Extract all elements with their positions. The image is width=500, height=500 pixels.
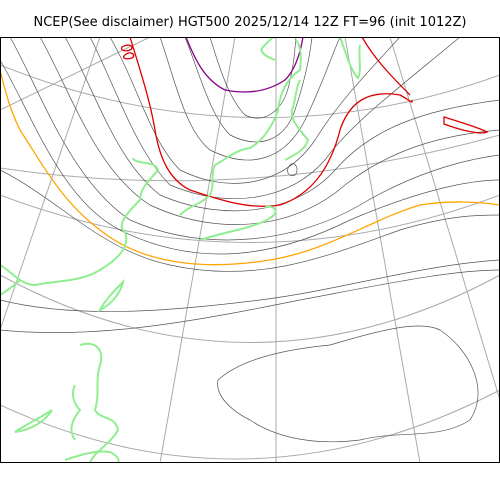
height-contours [0,37,500,443]
contour-orange [0,69,500,266]
longitude-lines [0,37,500,463]
contour-red [129,37,413,207]
contour-purple [185,37,304,93]
contour-red-closed [120,44,489,134]
coastlines [0,37,361,463]
map-background [0,37,500,463]
latitude-lines [0,64,500,460]
map-title: NCEP(See disclaimer) HGT500 2025/12/14 1… [33,15,467,30]
